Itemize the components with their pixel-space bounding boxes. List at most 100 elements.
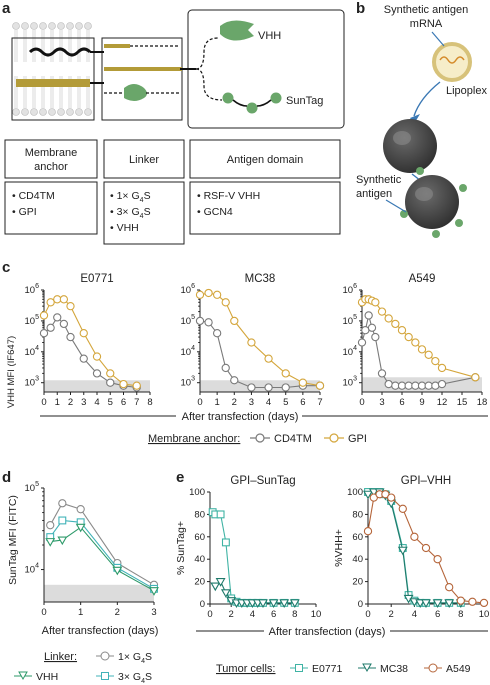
lipid-head (48, 108, 56, 116)
y-axis-label: %VHH+ (333, 529, 345, 567)
suntag-bead (222, 92, 234, 104)
list-item: • 3× G4S (110, 206, 151, 220)
data-point (411, 338, 420, 347)
x-tick-label: 6 (435, 609, 440, 620)
mrna-label-line1: Synthetic antigen (384, 4, 468, 16)
lipid-head (84, 108, 92, 116)
x-tick-label: 0 (207, 609, 212, 620)
x-tick-label: 12 (437, 397, 448, 408)
surface-antigen (459, 184, 467, 192)
y-tick-label: 104 (181, 345, 196, 358)
vhh-antigen-shape (220, 20, 254, 41)
data-point (397, 326, 407, 335)
data-point (39, 311, 49, 320)
d-legend-title: Linker: (44, 651, 77, 663)
e-xlabel-bg (264, 623, 390, 639)
x-tick-label: 9 (419, 397, 424, 408)
background-band (44, 584, 154, 602)
data-point (92, 369, 102, 378)
data-point (46, 521, 55, 530)
data-point (364, 311, 373, 320)
data-point (384, 314, 393, 323)
data-point (53, 313, 62, 322)
data-point (59, 295, 69, 304)
data-point (204, 288, 213, 298)
x-tick-label: 3 (81, 397, 86, 408)
data-point (79, 329, 88, 338)
data-point (149, 587, 159, 596)
data-point (119, 379, 128, 389)
x-tick-label: 4 (94, 397, 99, 408)
antigen-label-line1: Synthetic (356, 174, 402, 186)
antigen-link (195, 68, 223, 101)
chart-title: GPI–SunTag (230, 475, 295, 487)
data-point (195, 316, 205, 326)
data-point (92, 352, 102, 361)
y-tick-exponent: 4 (35, 563, 39, 570)
data-point (212, 290, 222, 299)
x-tick-label: 5 (108, 397, 113, 408)
data-point (221, 298, 230, 307)
data-point (195, 290, 205, 299)
y-tick-exponent: 5 (35, 314, 39, 321)
arrow-line (413, 81, 441, 117)
data-point (204, 318, 213, 327)
c-ylabel: VHH MFI (IF647) (6, 336, 17, 408)
data-point (216, 510, 225, 519)
x-tick-label: 1 (214, 397, 219, 408)
vhh-linker-shape (124, 84, 147, 101)
data-point (220, 589, 231, 598)
e-legend-mc38: MC38 (380, 663, 408, 675)
data-point (79, 354, 88, 363)
tumor-cell (383, 119, 437, 173)
data-point (445, 583, 454, 592)
cell-highlight (415, 187, 433, 201)
panel-label-c: c (2, 259, 10, 276)
y-tick-label: 105 (25, 481, 40, 494)
background-band (200, 380, 320, 392)
series-line (49, 519, 155, 590)
cd4tm-helix (28, 47, 92, 57)
y-tick-label: 20 (194, 577, 205, 588)
lipid-head (12, 108, 20, 116)
suntag-label: SunTag (286, 95, 323, 107)
lipid-head (66, 22, 74, 30)
x-tick-label: 8 (147, 397, 152, 408)
x-tick-label: 18 (477, 397, 488, 408)
data-point (368, 488, 379, 498)
x-tick-label: 4 (412, 609, 417, 620)
y-tick-label: 20 (352, 577, 363, 588)
d-xlabel: After transfection (days) (42, 625, 159, 637)
data-point (421, 599, 431, 608)
surface-antigen (416, 167, 424, 175)
data-point (357, 338, 367, 347)
lipoplex-particle (432, 42, 472, 82)
data-point (398, 504, 407, 513)
data-point (397, 546, 408, 556)
data-point (431, 381, 440, 390)
x-tick-label: 8 (292, 609, 297, 620)
legend-marker-mc38 (362, 663, 372, 673)
x-tick-label: 6 (121, 397, 126, 408)
lipid-head (39, 108, 47, 116)
data-point (281, 383, 290, 392)
lipid-head (84, 22, 92, 30)
data-point (76, 505, 85, 514)
data-point (247, 383, 256, 392)
lipid-bilayer (12, 22, 92, 116)
g4s-linker (104, 44, 130, 48)
panel-label-e: e (176, 469, 184, 486)
data-point (258, 599, 268, 608)
panel-label-d: d (2, 469, 11, 486)
lipid-head (75, 22, 83, 30)
data-point (377, 307, 387, 316)
data-point (404, 332, 413, 342)
component-table: Membrane anchor Linker Antigen domain • … (4, 139, 341, 245)
series-line (199, 320, 320, 389)
y-tick-label: 100 (189, 487, 205, 498)
e-legend-a549: A549 (446, 663, 471, 675)
